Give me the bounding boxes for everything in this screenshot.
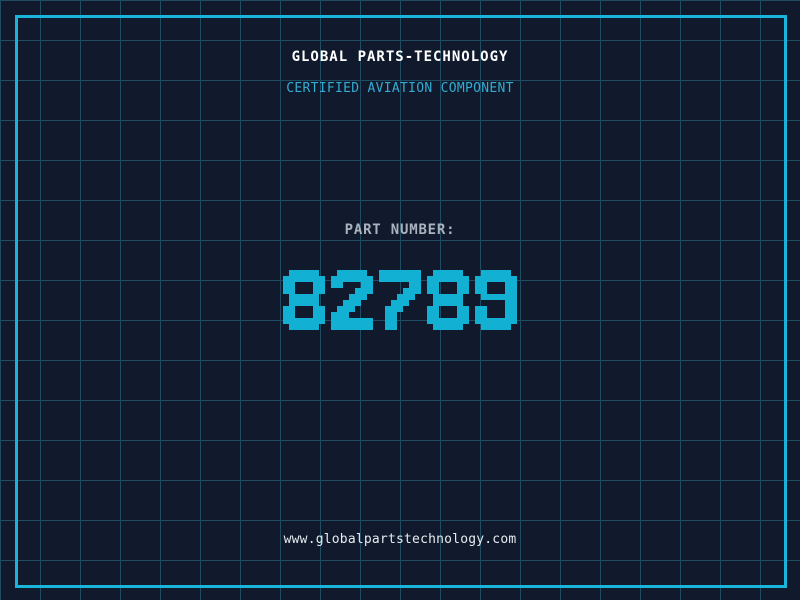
part-number-digit [379,270,421,330]
part-number-digit [427,270,469,330]
part-number-label: PART NUMBER: [344,222,456,238]
website-url: www.globalpartstechnology.com [283,532,517,547]
part-number-display [0,270,800,330]
part-number-digit [283,270,325,330]
company-title: GLOBAL PARTS-TECHNOLOGY [291,49,509,65]
part-number-digit [331,270,373,330]
certification-subtitle: CERTIFIED AVIATION COMPONENT [286,81,514,96]
part-number-digit [475,270,517,330]
